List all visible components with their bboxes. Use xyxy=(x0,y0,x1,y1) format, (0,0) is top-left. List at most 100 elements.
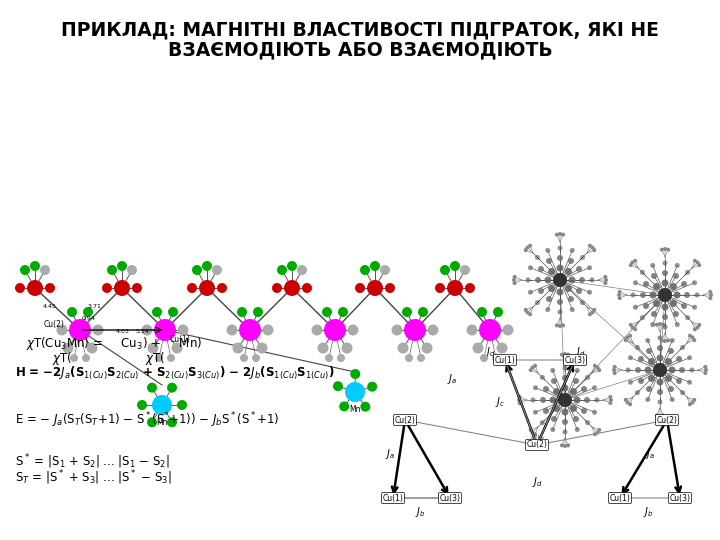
Circle shape xyxy=(626,368,631,373)
Circle shape xyxy=(666,339,670,342)
Circle shape xyxy=(595,397,600,402)
Circle shape xyxy=(338,307,348,317)
Circle shape xyxy=(708,290,712,294)
Circle shape xyxy=(587,265,592,270)
Circle shape xyxy=(653,283,660,290)
Circle shape xyxy=(397,342,408,354)
Circle shape xyxy=(178,325,189,335)
Circle shape xyxy=(538,288,544,294)
Circle shape xyxy=(576,288,582,294)
Circle shape xyxy=(679,367,685,373)
Circle shape xyxy=(587,290,592,295)
Circle shape xyxy=(695,293,700,298)
Circle shape xyxy=(550,368,555,373)
Circle shape xyxy=(177,400,187,410)
Circle shape xyxy=(693,338,696,342)
Circle shape xyxy=(593,308,596,312)
Circle shape xyxy=(543,408,549,414)
Circle shape xyxy=(528,428,533,432)
Circle shape xyxy=(392,325,402,335)
Text: 4.45: 4.45 xyxy=(43,303,57,308)
Circle shape xyxy=(253,307,263,317)
Circle shape xyxy=(561,233,565,237)
Circle shape xyxy=(553,388,560,395)
Circle shape xyxy=(252,354,260,362)
Circle shape xyxy=(657,335,662,341)
Circle shape xyxy=(450,261,460,271)
Circle shape xyxy=(653,363,667,377)
Circle shape xyxy=(681,281,687,287)
Text: ВЗАЄМОДІЮТЬ АБО ВЗАЄМОДІЮТЬ: ВЗАЄМОДІЮТЬ АБО ВЗАЄМОДІЮТЬ xyxy=(168,40,552,59)
Circle shape xyxy=(568,258,574,264)
Circle shape xyxy=(618,296,621,300)
Circle shape xyxy=(562,408,569,415)
Circle shape xyxy=(643,281,649,287)
Circle shape xyxy=(655,322,659,327)
Circle shape xyxy=(339,401,349,411)
Circle shape xyxy=(635,390,640,395)
Circle shape xyxy=(653,300,660,307)
Circle shape xyxy=(324,319,346,341)
Circle shape xyxy=(657,379,664,386)
Circle shape xyxy=(590,278,595,282)
Circle shape xyxy=(580,255,585,260)
Circle shape xyxy=(325,354,333,362)
Circle shape xyxy=(533,364,537,368)
Circle shape xyxy=(217,283,227,293)
Circle shape xyxy=(20,265,30,275)
Circle shape xyxy=(558,393,572,407)
Circle shape xyxy=(492,354,500,362)
Circle shape xyxy=(168,307,178,317)
Circle shape xyxy=(658,414,662,418)
Circle shape xyxy=(570,388,577,395)
Circle shape xyxy=(557,255,563,261)
Text: E = $-$ $J_a$(S$_T$(S$_T$+1) $-$ S$^*$(S$^{*}$+1)) $-$ $J_b$S$^*$(S$^*$+1): E = $-$ $J_a$(S$_T$(S$_T$+1) $-$ S$^*$(S… xyxy=(15,410,279,430)
Circle shape xyxy=(673,273,679,279)
Circle shape xyxy=(540,397,546,403)
Circle shape xyxy=(703,371,707,375)
Circle shape xyxy=(86,342,97,354)
Circle shape xyxy=(550,427,555,432)
Circle shape xyxy=(590,310,595,314)
Circle shape xyxy=(518,401,521,405)
Text: Cu(2): Cu(2) xyxy=(657,415,678,424)
Circle shape xyxy=(127,265,137,275)
Circle shape xyxy=(643,303,649,309)
Circle shape xyxy=(575,368,580,373)
Circle shape xyxy=(629,323,633,327)
Circle shape xyxy=(523,248,528,252)
Circle shape xyxy=(662,325,667,329)
Circle shape xyxy=(662,314,668,320)
Circle shape xyxy=(117,261,127,271)
Circle shape xyxy=(663,339,667,343)
Text: Mn: Mn xyxy=(349,405,361,414)
Circle shape xyxy=(370,261,380,271)
Circle shape xyxy=(608,401,613,405)
Circle shape xyxy=(645,397,650,402)
Circle shape xyxy=(560,353,564,356)
Circle shape xyxy=(503,325,513,335)
Circle shape xyxy=(657,389,663,395)
Circle shape xyxy=(581,408,587,414)
Circle shape xyxy=(418,307,428,317)
Circle shape xyxy=(668,348,674,354)
Circle shape xyxy=(535,277,541,283)
Circle shape xyxy=(676,378,682,384)
Circle shape xyxy=(535,300,540,305)
Circle shape xyxy=(312,325,323,335)
Text: $J_a$: $J_a$ xyxy=(645,447,655,461)
Circle shape xyxy=(528,368,533,372)
Circle shape xyxy=(318,342,328,354)
Circle shape xyxy=(518,395,521,399)
Text: Cu(1): Cu(1) xyxy=(382,494,403,503)
Circle shape xyxy=(662,260,667,266)
Circle shape xyxy=(154,319,176,341)
Circle shape xyxy=(661,322,665,327)
Circle shape xyxy=(417,354,425,362)
Circle shape xyxy=(531,366,534,369)
Circle shape xyxy=(593,433,597,436)
Circle shape xyxy=(367,382,377,392)
Circle shape xyxy=(658,288,672,302)
Circle shape xyxy=(287,261,297,271)
Circle shape xyxy=(704,368,708,372)
